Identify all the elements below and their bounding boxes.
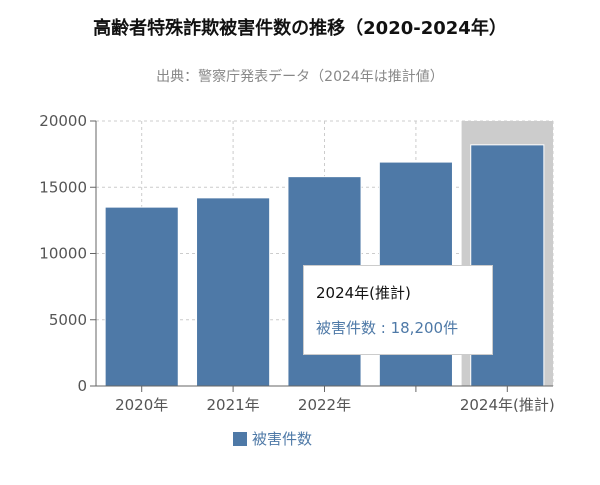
legend-label: 被害件数 — [252, 430, 313, 448]
y-tick-label: 5000 — [49, 311, 87, 329]
x-tick-label: 2021年 — [207, 396, 260, 414]
x-tick-label: 2022年 — [298, 396, 351, 414]
x-tick-label: 2024年(推計) — [460, 396, 555, 414]
chart-tooltip: 2024年(推計) 被害件数 : 18,200件 — [303, 265, 493, 355]
legend-swatch — [233, 431, 247, 446]
chart-subtitle: 出典：警察庁発表データ（2024年は推計値） — [156, 69, 444, 85]
bar-0[interactable] — [104, 206, 179, 387]
chart-title: 高齢者特殊詐欺被害件数の推移（2020-2024年） — [93, 18, 507, 39]
y-tick-label: 0 — [77, 377, 87, 395]
y-tick-label: 15000 — [39, 178, 87, 196]
x-tick-label: 2020年 — [115, 396, 168, 414]
y-tick-label: 20000 — [39, 112, 87, 130]
tooltip-title: 2024年(推計) — [316, 284, 411, 302]
bar-1[interactable] — [196, 197, 271, 387]
y-tick-label: 10000 — [39, 245, 87, 263]
chart-legend[interactable]: 被害件数 — [233, 428, 312, 449]
tooltip-value: 被害件数 : 18,200件 — [316, 319, 459, 337]
